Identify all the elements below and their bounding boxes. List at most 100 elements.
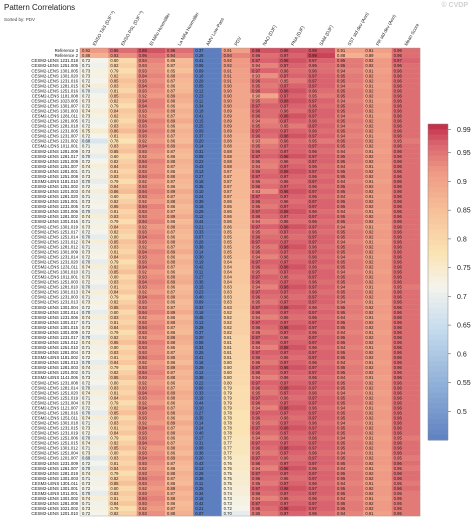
heatmap-cell	[221, 405, 251, 411]
heatmap-cell	[391, 390, 421, 396]
heatmap-cell	[363, 279, 392, 285]
heatmap-cell	[250, 229, 279, 235]
colorbar-segment	[428, 350, 448, 357]
heatmap-cell	[193, 259, 222, 265]
heatmap-cell	[221, 465, 251, 471]
cell-value: 0.88	[167, 375, 176, 380]
heatmap-cell	[165, 365, 194, 371]
heatmap-cell	[391, 395, 421, 401]
cell-value: 0.95	[337, 219, 346, 224]
heatmap-cell	[165, 178, 194, 185]
heatmap-cell	[193, 380, 222, 386]
heatmap-cell	[165, 229, 194, 235]
cell-value: 0.94	[252, 345, 261, 350]
heatmap-cell	[363, 370, 392, 376]
heatmap-cell	[80, 83, 109, 89]
heatmap-cell	[80, 425, 109, 431]
cell-value: 0.81	[110, 426, 119, 431]
heatmap-cell	[108, 480, 137, 487]
heatmap-cell	[193, 108, 222, 114]
cell-value: 0.96	[309, 436, 318, 441]
row-label: CESM2-LENS 1301.011	[32, 481, 79, 486]
cell-value: 0.86	[167, 254, 176, 259]
cell-value: 0.72	[82, 330, 91, 335]
cell-value: 0.98	[280, 88, 289, 93]
cell-value: 0.95	[337, 249, 346, 254]
cell-value: 0.97	[280, 360, 289, 365]
cell-value: 0.87	[167, 149, 176, 154]
column-header: ENSO PSL (DJF⁺¹)	[120, 9, 144, 46]
heatmap-cell	[221, 63, 251, 69]
heatmap-cell	[335, 334, 364, 341]
row-label: CESM2-LENS 1011.001	[32, 491, 79, 496]
heatmap-cell	[278, 299, 307, 305]
cell-value: 0.79	[224, 400, 233, 405]
heatmap-cell	[221, 259, 251, 265]
heatmap-cell	[108, 284, 137, 290]
heatmap-cell	[136, 485, 166, 492]
cell-value: 0.94	[337, 466, 346, 471]
cell-value: 0.74	[82, 239, 91, 244]
cell-value: 0.88	[167, 395, 176, 400]
cell-value: 0.74	[82, 365, 91, 370]
heatmap-cell	[306, 48, 336, 54]
heatmap-cell	[306, 400, 336, 406]
heatmap-cell	[363, 299, 392, 305]
cell-value: 0.84	[224, 270, 233, 275]
cell-value: 0.97	[252, 320, 261, 325]
heatmap-cell	[108, 138, 137, 144]
cell-value: 0.88	[167, 129, 176, 134]
heatmap-cell	[193, 294, 222, 300]
cell-value: 0.94	[139, 340, 148, 345]
cell-value: 0.96	[252, 491, 261, 496]
heatmap-cell	[136, 289, 166, 295]
cell-value: 0.82	[224, 315, 233, 320]
heatmap-cell	[335, 304, 364, 310]
heatmap-cell	[193, 143, 222, 149]
heatmap-cell	[335, 370, 364, 376]
cell-value: 0.70	[82, 154, 91, 159]
cell-value: 0.92	[82, 48, 91, 53]
heatmap-cell	[306, 98, 336, 104]
cell-value: 0.70	[82, 259, 91, 264]
cell-value: 0.98	[280, 224, 289, 229]
heatmap-cell	[221, 344, 251, 351]
cell-value: 0.81	[224, 345, 233, 350]
heatmap-cell	[363, 178, 392, 185]
heatmap-cell	[335, 360, 364, 366]
heatmap-cell	[363, 264, 392, 270]
heatmap-cell	[193, 425, 222, 431]
cell-value: 0.97	[280, 330, 289, 335]
cell-value: 0.84	[224, 280, 233, 285]
heatmap-cell	[363, 269, 392, 275]
cell-value: 0.90	[224, 88, 233, 93]
heatmap-cell	[108, 133, 137, 139]
row-label: CESM2-LENS 1231.012	[31, 239, 78, 244]
heatmap-cell	[335, 68, 364, 74]
cell-value: 0.93	[139, 511, 148, 516]
heatmap-cell	[391, 244, 421, 250]
cell-value: 0.91	[365, 405, 374, 410]
cell-value: 0.93	[139, 491, 148, 496]
cell-value: 0.97	[309, 426, 318, 431]
cell-value: 0.73	[82, 174, 91, 179]
cell-value: 0.95	[394, 456, 403, 461]
heatmap-cell	[278, 319, 307, 325]
row-label: CESM2-LENS 1281.014	[31, 385, 78, 390]
cell-value: 0.95	[337, 204, 346, 209]
cell-value: 0.96	[394, 249, 403, 254]
cell-value: 0.80	[224, 380, 233, 385]
cell-value: 0.96	[309, 129, 318, 134]
cell-value: 0.82	[224, 320, 233, 325]
heatmap-cell	[80, 344, 109, 351]
cell-value: 0.74	[82, 83, 91, 88]
heatmap-cell	[391, 490, 421, 497]
heatmap-cell	[363, 375, 392, 381]
cell-value: 0.94	[139, 370, 148, 375]
cell-value: 0.92	[365, 214, 374, 219]
cell-value: 0.97	[252, 290, 261, 295]
row-label: CESM2-LENS 1201.010	[31, 511, 78, 516]
heatmap-cell	[278, 324, 307, 331]
cell-value: 0.97	[252, 194, 261, 199]
heatmap-cell	[278, 425, 307, 431]
